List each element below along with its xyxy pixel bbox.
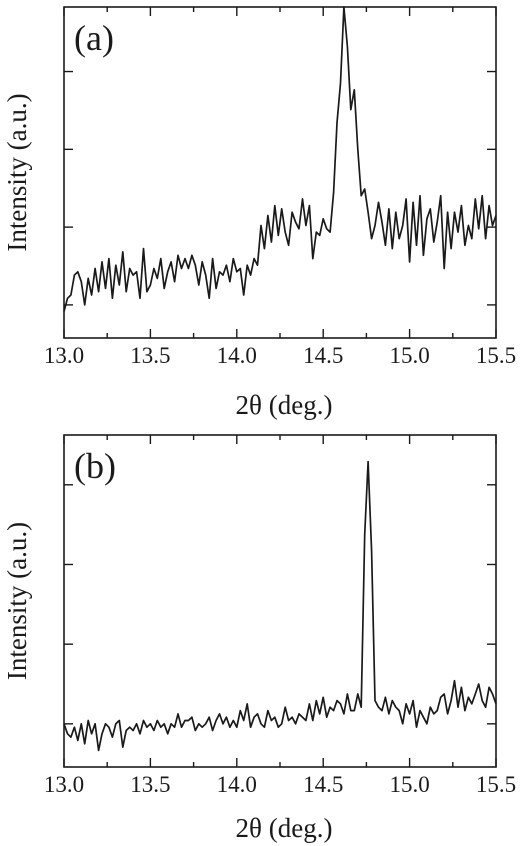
- series-line-a-0: [63, 6, 497, 312]
- x-tick-label-b-4: 15.0: [389, 772, 429, 797]
- x-tick-label-a-4: 15.0: [389, 343, 429, 368]
- x-axis-title-a: 2θ (deg.): [236, 390, 333, 420]
- series-line-b-0: [63, 460, 497, 752]
- y-axis-title-b: Intensity (a.u.): [2, 522, 32, 680]
- panel-b: 13.0 13.5 14.0 14.5 15.0 15.5 2θ (deg.) Intensi…: [2, 434, 516, 843]
- x-tick-label-a-0: 13.0: [44, 343, 84, 368]
- panel-label-b: (b): [74, 446, 116, 486]
- plot-frame-a: [63, 6, 497, 339]
- x-axis-title-b: 2θ (deg.): [236, 813, 333, 843]
- x-tick-label-a-3: 14.5: [303, 343, 343, 368]
- y-axis-title-a: Intensity (a.u.): [2, 93, 32, 251]
- panel-label-a: (a): [74, 18, 114, 58]
- plot-frame-b: [63, 434, 497, 768]
- x-tick-label-b-2: 14.0: [217, 772, 257, 797]
- x-tick-label-a-5: 15.5: [476, 343, 516, 368]
- x-tick-label-b-5: 15.5: [476, 772, 516, 797]
- x-tick-label-b-3: 14.5: [303, 772, 343, 797]
- panel-a: 13.0 13.5 14.0 14.5 15.0 15.5 2θ (deg.) Intensi…: [2, 6, 516, 420]
- x-tick-label-b-1: 13.5: [130, 772, 170, 797]
- x-tick-label-b-0: 13.0: [44, 772, 84, 797]
- x-tick-label-a-2: 14.0: [217, 343, 257, 368]
- x-tick-label-a-1: 13.5: [130, 343, 170, 368]
